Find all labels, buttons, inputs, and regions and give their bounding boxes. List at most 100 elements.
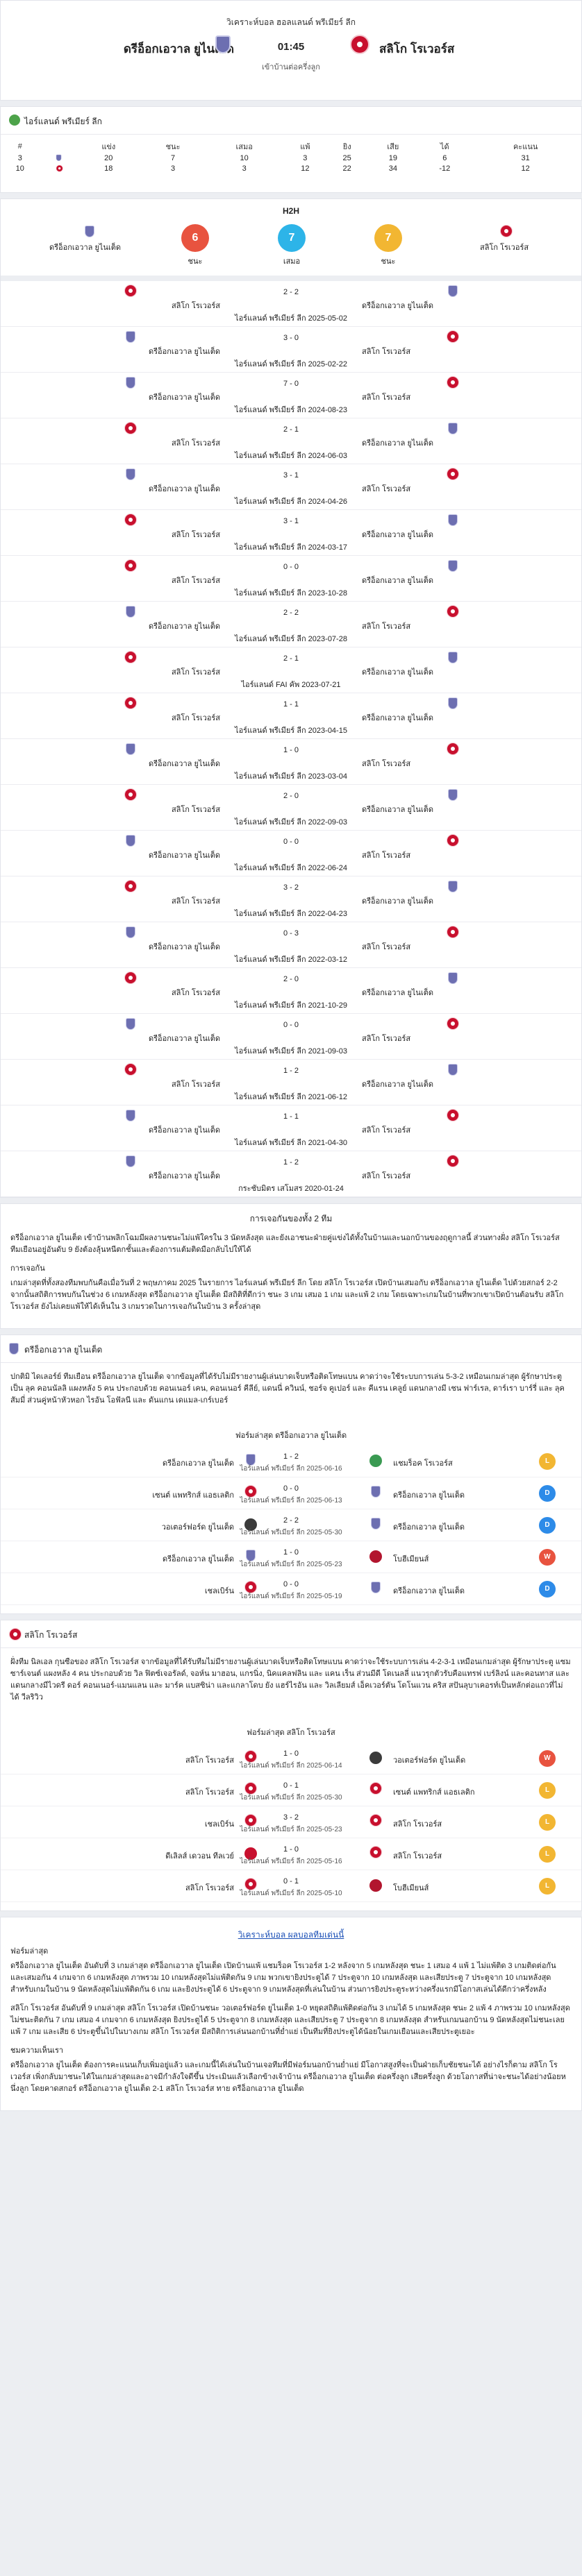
form-away: เซนต์ แพทริกส์ แอธเลติก [393, 1788, 475, 1797]
h2h-match-row[interactable]: ดรีอ็อกเอวาล ยูไนเต็ด 1 - 0 สลิโก โรเวอร์ส… [1, 739, 581, 785]
standings-league[interactable]: ไอร์แลนด์ พรีเมียร์ ลีก [24, 117, 102, 126]
h2h-match-row[interactable]: สลิโก โรเวอร์ส 2 - 0 ดรีอ็อกเอวาล ยูไนเต็ด… [1, 785, 581, 831]
h2h-row-score: 1 - 1 [283, 1112, 299, 1121]
form-row[interactable]: เชลเบิร์น 3 - 2 ไอร์แลนด์ พรีเมียร์ ลีก 20… [1, 1806, 581, 1838]
form-row[interactable]: สลิโก โรเวอร์ส 1 - 0 ไอร์แลนด์ พรีเมียร์ ล… [1, 1743, 581, 1774]
form-result-badge: D [539, 1517, 556, 1534]
form-score: 2 - 2 [283, 1516, 299, 1525]
standings-col-header [40, 140, 77, 153]
h2h-match-row[interactable]: สลิโก โรเวอร์ส 3 - 2 ดรีอ็อกเอวาล ยูไนเต็ด… [1, 876, 581, 922]
form-home-crest-icon [244, 1877, 258, 1894]
h2h-row-home-crest-icon [124, 1017, 138, 1031]
h2h-match-row[interactable]: ดรีอ็อกเอวาล ยูไนเต็ด 1 - 1 สลิโก โรเวอร์ส… [1, 1105, 581, 1151]
standings-row: 3 20 7 10 3 25 19 6 31 [1, 153, 581, 163]
form-row[interactable]: ดีเลิลส์ เดวอน ทีลเวย์ 1 - 0 ไอร์แลนด์ พรี… [1, 1838, 581, 1870]
h2h-home-crest-icon [83, 224, 97, 238]
standings-cell: 12 [301, 164, 310, 173]
analysis-paragraph-2: เกมล่าสุดที่ทั้งสองทีมพบกันคือเมื่อวันที… [10, 1279, 564, 1311]
h2h-row-away: ดรีอ็อกเอวาล ยูไนเต็ด [362, 897, 433, 906]
h2h-match-row[interactable]: สลิโก โรเวอร์ส 3 - 1 ดรีอ็อกเอวาล ยูไนเต็ด… [1, 510, 581, 556]
h2h-row-away: สลิโก โรเวอร์ส [362, 1126, 411, 1135]
h2h-match-row[interactable]: สลิโก โรเวอร์ส 1 - 1 ดรีอ็อกเอวาล ยูไนเต็ด… [1, 693, 581, 739]
h2h-row-home: ดรีอ็อกเอวาล ยูไนเต็ด [149, 485, 220, 493]
h2h-match-row[interactable]: ดรีอ็อกเอวาล ยูไนเต็ด 3 - 1 สลิโก โรเวอร์ส… [1, 464, 581, 510]
standings-col-header: เสีย [387, 143, 399, 151]
standings-cell: 3 [242, 164, 247, 173]
home-crest-icon [213, 34, 233, 55]
h2h-match-row[interactable]: ดรีอ็อกเอวาล ยูไนเต็ด 0 - 0 สลิโก โรเวอร์ส… [1, 1014, 581, 1060]
h2h-match-row[interactable]: ดรีอ็อกเอวาล ยูไนเต็ด 2 - 2 สลิโก โรเวอร์ส… [1, 602, 581, 647]
h2h-row-away: ดรีอ็อกเอวาล ยูไนเต็ด [362, 1081, 433, 1089]
form-row[interactable]: สลิโก โรเวอร์ส 0 - 1 ไอร์แลนด์ พรีเมียร์ ล… [1, 1870, 581, 1902]
h2h-match-row[interactable]: สลิโก โรเวอร์ส 2 - 1 ดรีอ็อกเอวาล ยูไนเต็ด… [1, 418, 581, 464]
h2h-match-row[interactable]: ดรีอ็อกเอวาล ยูไนเต็ด 0 - 0 สลิโก โรเวอร์ส… [1, 831, 581, 876]
form-score: 0 - 0 [283, 1580, 299, 1588]
form-home-crest-icon [244, 1813, 258, 1830]
h2h-match-row[interactable]: สลิโก โรเวอร์ส 1 - 2 ดรีอ็อกเอวาล ยูไนเต็ด… [1, 1060, 581, 1105]
h2h-away-name: สลิโก โรเวอร์ส [480, 244, 529, 252]
form-home-crest-icon [244, 1516, 258, 1533]
form-row[interactable]: เซนต์ แพทริกส์ แอธเลติก 0 - 0 ไอร์แลนด์ พร… [1, 1477, 581, 1509]
form-home: สลิโก โรเวอร์ส [185, 1756, 234, 1765]
h2h-row-away: สลิโก โรเวอร์ส [362, 393, 411, 402]
form-away-crest-icon [369, 1484, 383, 1501]
h2h-row-meta: ไอร์แลนด์ พรีเมียร์ ลีก 2023-03-04 [235, 772, 347, 781]
h2h-match-row[interactable]: ดรีอ็อกเอวาล ยูไนเต็ด 3 - 0 สลิโก โรเวอร์ส… [1, 327, 581, 373]
h2h-row-away-crest-icon [446, 330, 460, 344]
preview-title[interactable]: วิเคราะห์บอล ผลบอลทีมเด่นนี้ [238, 1930, 344, 1940]
h2h-match-row[interactable]: สลิโก โรเวอร์ส 2 - 2 ดรีอ็อกเอวาล ยูไนเต็ด… [1, 281, 581, 327]
h2h-away-wins-label: ชนะ [381, 257, 396, 266]
h2h-row-away-crest-icon [446, 742, 460, 756]
h2h-row-score: 0 - 0 [283, 838, 299, 846]
home-team-name[interactable]: ดรีอ็อกเอวาล ยูไนเต็ด [123, 42, 234, 56]
standings-cell: 25 [342, 153, 351, 162]
h2h-row-away: สลิโก โรเวอร์ส [362, 348, 411, 356]
preview-home-form: ดรีอ็อกเอวาล ยูไนเต็ด อันดับที่ 3 เกมล่า… [10, 1962, 556, 1994]
away-team-name[interactable]: สลิโก โรเวอร์ส [379, 42, 455, 56]
h2h-match-row[interactable]: ดรีอ็อกเอวาล ยูไนเต็ด 1 - 2 สลิโก โรเวอร์ส… [1, 1151, 581, 1197]
h2h-match-row[interactable]: สลิโก โรเวอร์ส 2 - 0 ดรีอ็อกเอวาล ยูไนเต็ด… [1, 968, 581, 1014]
standings-col-header: ชนะ [165, 143, 181, 151]
h2h-match-row[interactable]: ดรีอ็อกเอวาล ยูไนเต็ด 7 - 0 สลิโก โรเวอร์ส… [1, 373, 581, 418]
form-away-crest-icon [369, 1548, 383, 1565]
home-team-title[interactable]: ดรีอ็อกเอวาล ยูไนเต็ด [24, 1345, 103, 1355]
h2h-row-score: 2 - 1 [283, 654, 299, 663]
h2h-row-home-crest-icon [124, 1108, 138, 1122]
h2h-row-meta: ไอร์แลนด์ พรีเมียร์ ลีก 2024-06-03 [235, 452, 347, 460]
away-team-title[interactable]: สลิโก โรเวอร์ส [24, 1630, 78, 1640]
h2h-row-away: สลิโก โรเวอร์ส [362, 622, 411, 631]
form-home: ดรีอ็อกเอวาล ยูไนเต็ด [163, 1555, 234, 1564]
form-home: เชลเบิร์น [204, 1587, 234, 1595]
analysis-subheading: การเจอกัน [10, 1264, 45, 1273]
h2h-row-score: 2 - 0 [283, 975, 299, 983]
h2h-row-meta: ไอร์แลนด์ พรีเมียร์ ลีก 2022-09-03 [235, 818, 347, 827]
league-line: วิเคราะห์บอล ฮอลแลนด์ พรีเมียร์ ลีก [226, 17, 356, 27]
h2h-match-row[interactable]: สลิโก โรเวอร์ส 2 - 1 ดรีอ็อกเอวาล ยูไนเต็ด… [1, 647, 581, 693]
h2h-row-home: สลิโก โรเวอร์ส [171, 531, 220, 539]
h2h-match-row[interactable]: ดรีอ็อกเอวาล ยูไนเต็ด 0 - 3 สลิโก โรเวอร์ส… [1, 922, 581, 968]
form-away-crest-icon [369, 1452, 383, 1469]
kickoff-time: 01:45 [277, 41, 305, 53]
form-row[interactable]: ดรีอ็อกเอวาล ยูไนเต็ด 1 - 0 ไอร์แลนด์ พรีเ… [1, 1541, 581, 1573]
h2h-row-score: 1 - 1 [283, 700, 299, 709]
form-row[interactable]: เชลเบิร์น 0 - 0 ไอร์แลนด์ พรีเมียร์ ลีก 20… [1, 1573, 581, 1605]
h2h-row-away: ดรีอ็อกเอวาล ยูไนเต็ด [362, 668, 433, 677]
form-away-crest-icon [369, 1516, 383, 1533]
h2h-row-home-crest-icon [124, 879, 138, 893]
h2h-match-row[interactable]: สลิโก โรเวอร์ส 0 - 0 ดรีอ็อกเอวาล ยูไนเต็ด… [1, 556, 581, 602]
standings-col-header: แข่ง [101, 143, 116, 151]
form-result-badge: L [539, 1846, 556, 1863]
form-row[interactable]: สลิโก โรเวอร์ส 0 - 1 ไอร์แลนด์ พรีเมียร์ ล… [1, 1774, 581, 1806]
form-home-crest-icon [244, 1452, 258, 1469]
form-row[interactable]: ดรีอ็อกเอวาล ยูไนเต็ด 1 - 2 ไอร์แลนด์ พรีเ… [1, 1446, 581, 1477]
form-home: วอเตอร์ฟอร์ด ยูไนเต็ด [161, 1523, 234, 1532]
h2h-home-wins: 6 [181, 224, 209, 252]
h2h-row-meta: ไอร์แลนด์ พรีเมียร์ ลีก 2022-04-23 [235, 910, 347, 918]
h2h-row-meta: ไอร์แลนด์ FAI คัพ 2023-07-21 [241, 681, 341, 689]
form-row[interactable]: วอเตอร์ฟอร์ด ยูไนเต็ด 2 - 2 ไอร์แลนด์ พรีเ… [1, 1509, 581, 1541]
h2h-row-away-crest-icon [446, 1017, 460, 1031]
form-result-badge: L [539, 1782, 556, 1799]
away-crest-icon [349, 34, 370, 55]
form-date: ไอร์แลนด์ พรีเมียร์ ลีก 2025-05-23 [240, 1826, 342, 1833]
home-team-lineup: ปกติมิ ไดเลอร์ย์ ทีมเยือน ดรีอ็อกเอวาล ย… [10, 1373, 565, 1405]
